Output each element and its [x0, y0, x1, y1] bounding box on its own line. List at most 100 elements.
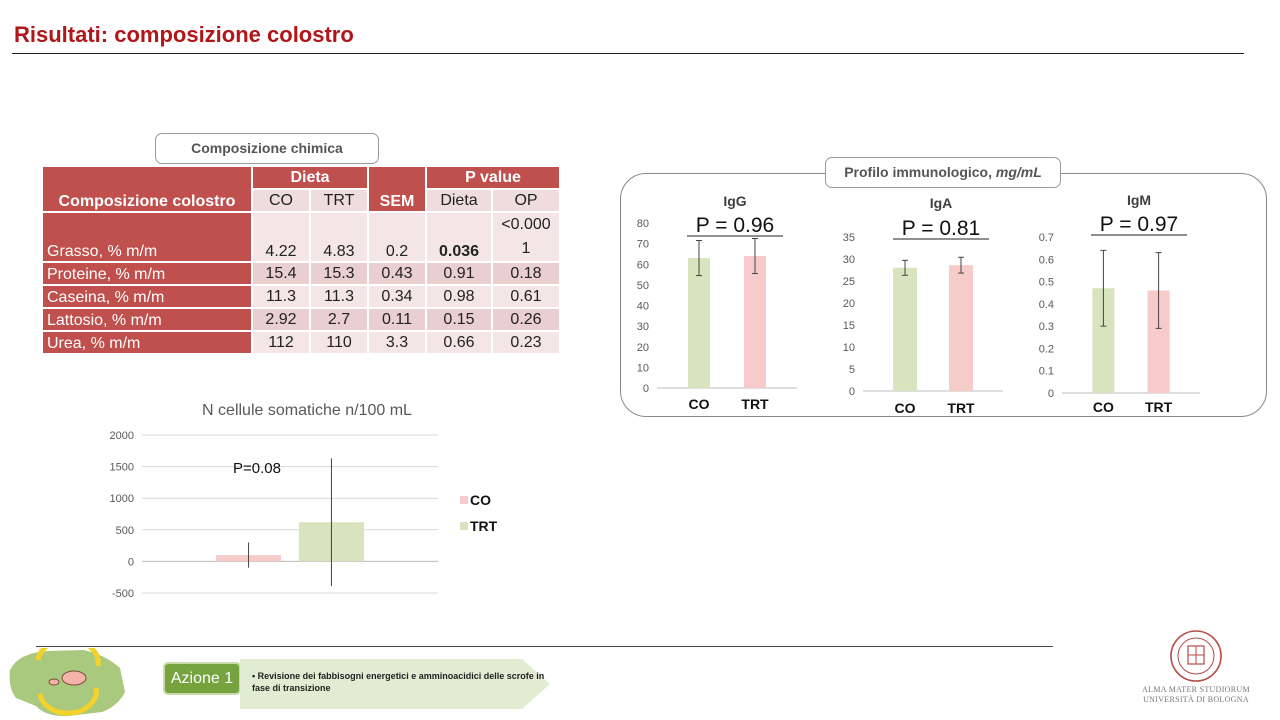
footer-divider: [36, 646, 1053, 647]
table-cell: 4.22: [253, 213, 309, 261]
table-cell: <0.000 1: [493, 213, 559, 261]
university-seal-logo: [1170, 630, 1222, 682]
table-cell: 0.18: [493, 263, 559, 284]
table-cell: 0.23: [493, 332, 559, 353]
y-tick-label: 35: [843, 232, 855, 244]
y-tick-label: 15: [843, 320, 855, 332]
table-cell: 15.4: [253, 263, 309, 284]
table-row-label: Proteine, % m/m: [43, 263, 251, 284]
legend-swatch: [460, 496, 468, 504]
y-tick-label: 5: [849, 364, 855, 376]
table-cell: 0.66: [427, 332, 491, 353]
chemical-composition-label: Composizione chimica: [155, 133, 379, 164]
y-tick-label: 10: [637, 362, 649, 374]
azione-description: • Revisione dei fabbisogni energetici e …: [252, 671, 545, 693]
y-tick-label: 0.6: [1039, 254, 1054, 266]
y-tick-label: 30: [843, 254, 855, 266]
table-cell: 0.61: [493, 286, 559, 307]
x-category-label: TRT: [947, 400, 975, 416]
table-cell: 0.11: [369, 309, 425, 330]
table-row-label: Caseina, % m/m: [43, 286, 251, 307]
table-cell: 112: [253, 332, 309, 353]
table-cell: 0.91: [427, 263, 491, 284]
legend-label: CO: [470, 492, 491, 508]
pvalue-header: P value: [427, 167, 559, 188]
sub-op: OP: [493, 190, 559, 211]
table-cell: 0.98: [427, 286, 491, 307]
project-logo: [9, 648, 126, 717]
university-line-2: UNIVERSITÀ DI BOLOGNA: [1143, 695, 1249, 704]
x-category-label: TRT: [1145, 399, 1173, 415]
p-value-annotation: P = 0.96: [696, 214, 774, 237]
y-tick-label: 50: [637, 280, 649, 292]
table-cell: 2.92: [253, 309, 309, 330]
table-cell: 0.036: [427, 213, 491, 261]
bar-trt: [744, 256, 766, 388]
sub-dieta: Dieta: [427, 190, 491, 211]
y-tick-label: 20: [843, 298, 855, 310]
y-tick-label: 25: [843, 276, 855, 288]
table-cell: 110: [311, 332, 367, 353]
iga-chart: 0 5 10 15 20 25 30 35 CO TRT IgA P = 0.81: [843, 195, 1003, 416]
y-tick-label: 0.1: [1039, 366, 1054, 378]
p-value-annotation: P=0.08: [233, 460, 281, 477]
chart-title: N cellule somatiche n/100 mL: [202, 402, 412, 419]
azione-bullet-text: Revisione dei fabbisogni energetici e am…: [252, 671, 545, 693]
title-divider: [12, 53, 1244, 54]
y-tick-label: 0.2: [1039, 343, 1054, 355]
y-tick-label: 500: [116, 525, 134, 537]
y-tick-label: 2000: [110, 430, 134, 442]
y-tick-label: 20: [637, 342, 649, 354]
table-cell: 0.43: [369, 263, 425, 284]
table-cell: 3.3: [369, 332, 425, 353]
colostrum-composition-table: Composizione colostro Dieta SEM P value …: [41, 165, 561, 355]
table-cell: 11.3: [311, 286, 367, 307]
legend-swatch: [460, 522, 468, 530]
chart-title: IgG: [723, 193, 746, 209]
azione-badge: Azione 1: [163, 662, 241, 695]
table-cell: 0.2: [369, 213, 425, 261]
bar-co: [1092, 288, 1115, 393]
sub-co: CO: [253, 190, 309, 211]
table-cell: 0.34: [369, 286, 425, 307]
x-category-label: CO: [1093, 399, 1114, 415]
bar-trt: [949, 265, 973, 391]
table-row-label: Grasso, % m/m: [43, 213, 251, 261]
azione-arrow: [240, 659, 550, 709]
y-tick-label: 0.3: [1039, 321, 1054, 333]
y-tick-label: 0: [128, 556, 134, 568]
y-tick-label: 30: [637, 321, 649, 333]
x-category-label: TRT: [741, 396, 769, 412]
university-name: ALMA MATER STUDIORUM UNIVERSITÀ DI BOLOG…: [1138, 685, 1254, 705]
y-tick-label: -500: [112, 588, 134, 600]
p-value-annotation: P = 0.81: [902, 217, 980, 240]
igm-chart: 0 0.1 0.2 0.3 0.4 0.5 0.6 0.7 CO TRT IgM P = 0.97: [1039, 192, 1200, 415]
y-tick-label: 1000: [110, 493, 134, 505]
x-category-label: CO: [895, 400, 916, 416]
x-category-label: CO: [689, 396, 710, 412]
y-tick-label: 70: [637, 239, 649, 251]
y-tick-label: 10: [843, 342, 855, 354]
table-cell: 2.7: [311, 309, 367, 330]
chart-title: IgA: [930, 195, 953, 211]
row-header: Composizione colostro: [43, 167, 251, 211]
bar-trt: [1147, 290, 1170, 393]
y-tick-label: 0.7: [1039, 232, 1054, 244]
university-line-1: ALMA MATER STUDIORUM: [1142, 685, 1250, 694]
sem-header: SEM: [369, 167, 425, 211]
bar-co: [688, 258, 710, 388]
bar-co: [893, 267, 917, 391]
somatic-cells-chart: -500 0 500 1000 1500 2000 N cellule somatiche …: [110, 402, 498, 600]
table-cell: 0.26: [493, 309, 559, 330]
y-tick-label: 0: [849, 386, 855, 398]
table-cell: 15.3: [311, 263, 367, 284]
immunology-label-unit: mg/mL: [995, 164, 1042, 180]
y-tick-label: 40: [637, 301, 649, 313]
igg-chart: 0 10 20 30 40 50 60 70 80 CO TRT IgG P = 0.96: [637, 193, 797, 412]
immunology-label: Profilo immunologico, mg/mL: [825, 157, 1061, 188]
y-tick-label: 80: [637, 218, 649, 230]
table-row-label: Lattosio, % m/m: [43, 309, 251, 330]
slide-title: Risultati: composizione colostro: [14, 22, 354, 47]
y-tick-label: 0: [1048, 388, 1054, 400]
y-tick-label: 0.4: [1039, 299, 1054, 311]
